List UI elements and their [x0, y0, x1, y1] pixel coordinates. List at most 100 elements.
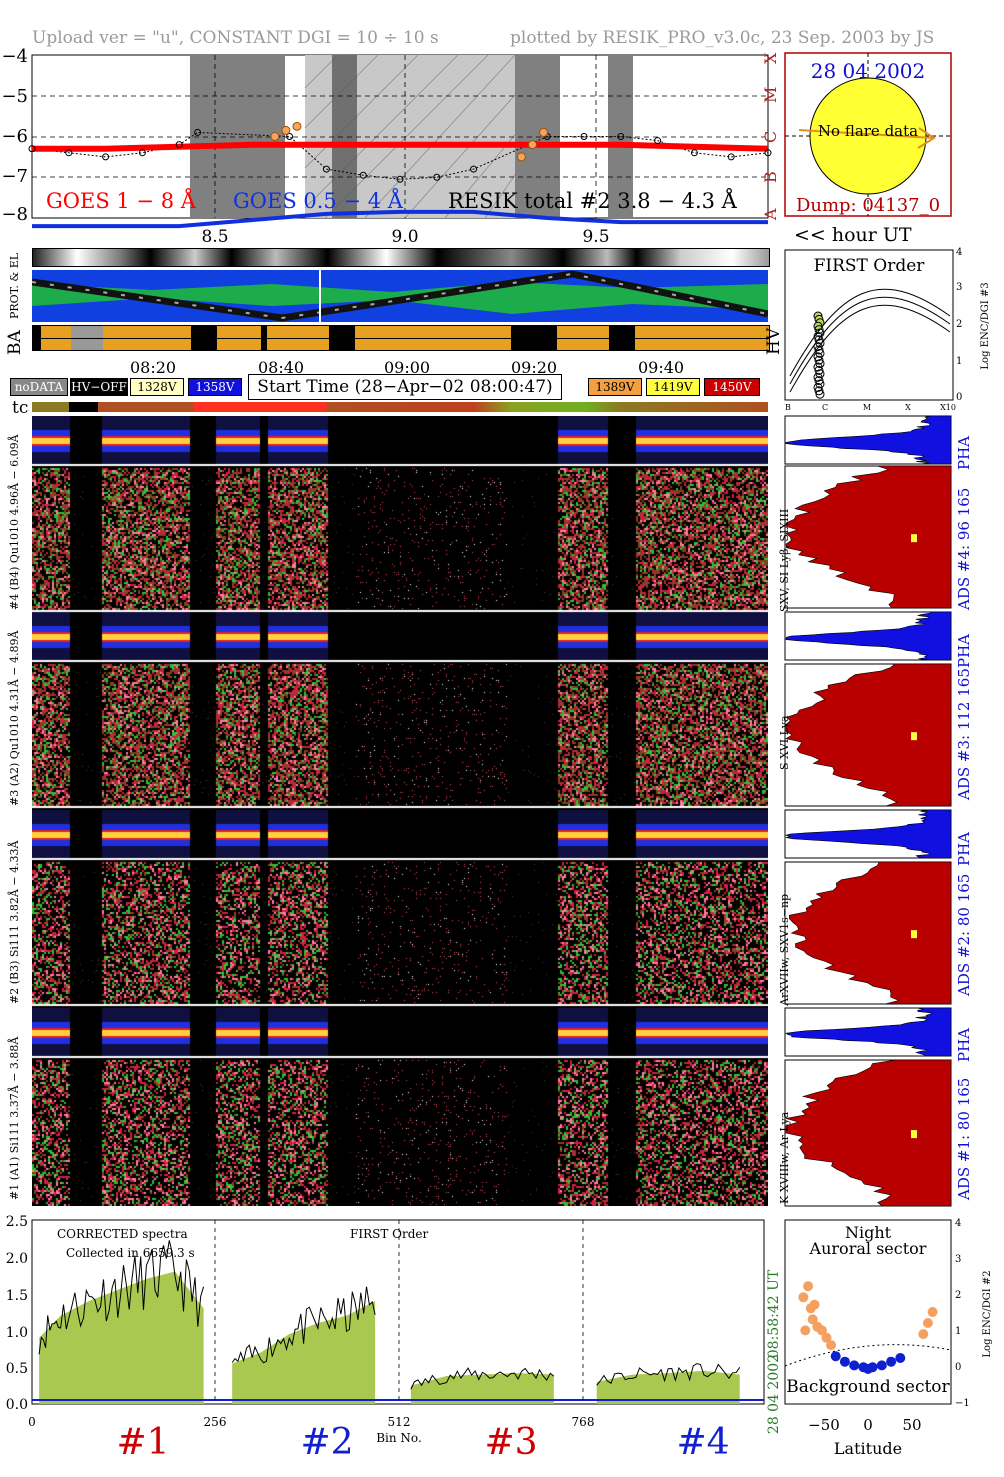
- first-order-point: [814, 386, 824, 396]
- spectrum-line: [410, 1367, 555, 1390]
- time-tick: 09:40: [638, 358, 685, 377]
- det4-label: #4 (B4) Qu1010 4.96Å − 6.09Å: [8, 434, 21, 610]
- spectrum-fill: [596, 1370, 740, 1404]
- flare-point: [292, 121, 302, 131]
- spectra-plot: CORRECTED spectra Collected in 6659.3 s …: [6, 1214, 780, 1463]
- resik-point: [433, 173, 441, 181]
- auroral-point: [927, 1307, 938, 1317]
- resik-point: [396, 175, 404, 183]
- auroral-point: [809, 1299, 820, 1310]
- first-order-point: [813, 362, 823, 372]
- resik-point: [286, 133, 294, 140]
- resik-point: [580, 133, 588, 140]
- tc-label: tc: [12, 398, 29, 418]
- resik-point: [764, 149, 772, 157]
- resik-point: [102, 153, 110, 161]
- resik-point: [470, 165, 478, 173]
- background-point: [895, 1353, 906, 1363]
- resik-point: [194, 128, 202, 136]
- night-shading: [190, 55, 633, 218]
- first-order-point: [815, 389, 825, 399]
- background-point: [849, 1360, 860, 1371]
- legend-1358v: 1358V: [188, 378, 242, 396]
- lat-ytick: 2: [955, 1290, 961, 1301]
- spectrum-fill: [39, 1271, 204, 1404]
- dump-label: Dump: 04137_0: [796, 195, 940, 216]
- legend-1450v: 1450V: [704, 378, 760, 396]
- detector-panels: [32, 416, 768, 1206]
- legend-resik: RESIK total #2 3.8 − 4.3 Å: [448, 188, 738, 213]
- lines2-label: ArXVIIw, SXV1s−np: [778, 893, 791, 1006]
- ads1-label: ADS #1: 80 165: [955, 1077, 973, 1200]
- first-order-point: [814, 325, 824, 335]
- fo-ytick: 1: [956, 356, 962, 367]
- lat-xlabel: Latitude: [834, 1439, 902, 1458]
- spectra-collected: Collected in 6659.3 s: [66, 1246, 195, 1260]
- flare-point: [516, 152, 526, 162]
- first-order-point: [813, 331, 823, 341]
- legend-nodata: noDATA: [10, 378, 68, 396]
- time-tick: 08:40: [258, 358, 305, 377]
- sun-date: 28 04 2002: [811, 59, 926, 83]
- side-time: 08:58:42 UT: [766, 1269, 780, 1358]
- latitude-plot: Night Auroral sector Background sector −…: [784, 1218, 993, 1458]
- ads-histogram: [784, 1059, 952, 1207]
- lat-bottom: Background sector: [786, 1377, 950, 1397]
- auroral-point: [922, 1318, 933, 1328]
- lines3-label: S XVI Lya: [778, 715, 791, 770]
- auroral-point: [803, 1281, 814, 1292]
- resik-point: [322, 165, 330, 173]
- spec-ytick: 0.0: [6, 1397, 28, 1413]
- fo-xtick: M: [863, 403, 871, 412]
- goes18-series: [32, 141, 769, 152]
- fo-xtick: X: [905, 403, 911, 412]
- goes-xtick: 9.5: [582, 227, 609, 247]
- lat-ylabel: Log ENC/DGI #2: [982, 1270, 993, 1357]
- spec-xtick: 768: [572, 1415, 595, 1429]
- flare-points: [28, 121, 772, 183]
- background-point: [867, 1362, 878, 1373]
- lat-xtick: 0: [863, 1416, 873, 1434]
- eclipse-strip: [32, 248, 770, 267]
- first-order-point: [814, 335, 824, 345]
- spectrum-line: [38, 1240, 205, 1355]
- first-order-x-axis: B C M X X10: [785, 403, 956, 412]
- channel-1: #1: [116, 1422, 169, 1463]
- lines1-label: K XVIIIw, Ar Lya: [778, 1111, 791, 1204]
- legend-goes18: GOES 1 − 8 Å: [46, 188, 197, 213]
- background-point: [876, 1360, 887, 1371]
- ads2-label: ADS #2: 80 165: [955, 873, 973, 996]
- spectra-title: CORRECTED spectra: [57, 1227, 188, 1241]
- legend-goes054: GOES 0.5 − 4 Å: [233, 188, 404, 213]
- first-order-point: [813, 352, 823, 362]
- goes-plot: −4 −5 −6 −7 −8 X M C B A GOES 1 − 8 Å GO…: [1, 48, 780, 247]
- sun-panel: 28 04 2002 No flare data Dump: 04137_0: [784, 52, 952, 217]
- ads-histogram: [784, 861, 952, 1005]
- class-letter: X: [761, 52, 780, 64]
- fo-ytick: 2: [956, 319, 962, 330]
- fo-xtick: B: [785, 403, 791, 412]
- time-tick: 09:20: [511, 358, 558, 377]
- start-time: Start Time (28−Apr−02 08:00:47): [248, 374, 562, 400]
- spectra-x-axis: 0 256 512 768: [28, 1415, 594, 1429]
- goes-x-axis: 8.5 9.0 9.5: [201, 227, 609, 247]
- lat-x-axis: −50 0 50: [808, 1416, 921, 1434]
- legend-1328v: 1328V: [130, 378, 184, 396]
- lat-xtick: 50: [902, 1416, 921, 1434]
- latitude-points: [798, 1281, 938, 1374]
- background-point: [839, 1356, 850, 1367]
- spectrum-line: [231, 1286, 376, 1364]
- spectra-y-axis: 2.5 2.0 1.5 1.0 0.5 0.0: [6, 1214, 28, 1413]
- first-order-point: [814, 365, 824, 375]
- ba-label: BA: [5, 330, 25, 355]
- saa-hatching: [304, 54, 516, 219]
- time-axis: 08:20 08:40 09:00 09:20 09:40: [0, 358, 780, 382]
- channel-2: #2: [300, 1422, 353, 1463]
- resik-point: [727, 153, 735, 161]
- first-order-y-axis: 4 3 2 1 0: [956, 247, 962, 403]
- auroral-point: [821, 1332, 832, 1343]
- pha1-label: PHA: [955, 1027, 973, 1062]
- fo-ylabel: Log ENC/DGI #3: [980, 282, 991, 369]
- resik-point: [359, 171, 367, 179]
- flare-point: [270, 132, 280, 141]
